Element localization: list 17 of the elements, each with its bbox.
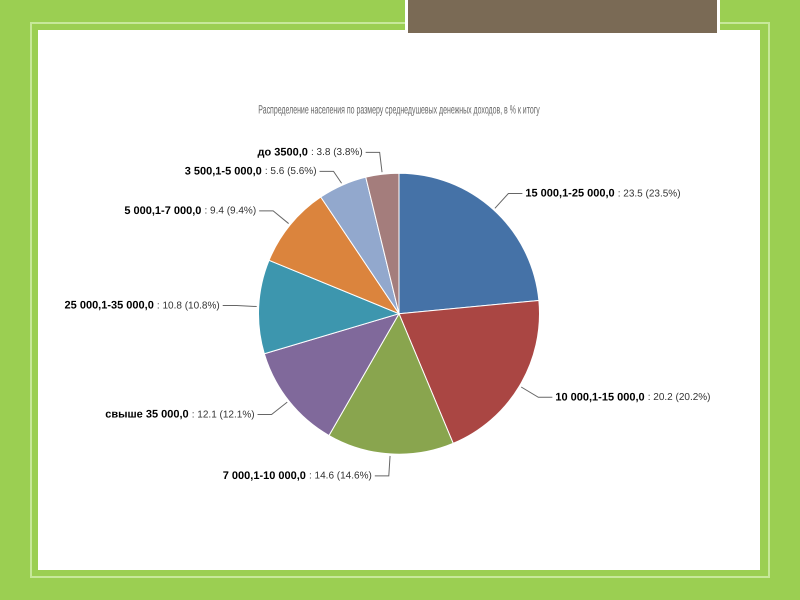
- slice-label: 3 500,1-5 000,0: [184, 165, 265, 178]
- data-label: : 3.8 (3.8%): [310, 147, 363, 158]
- slice-label: 5 000,1-7 000,0: [124, 204, 204, 217]
- slice-label: 10 000,1-15 000,0: [555, 391, 648, 404]
- chart-title: Распределение населения по размеру среднедушевых денежных доходов, в % к итогу: [258, 104, 540, 118]
- slice-label: 7 000,1-10 000,0: [222, 470, 309, 482]
- slice-label: до 3500,0: [258, 146, 311, 158]
- data-label: : 9.4 (9.4%): [204, 206, 256, 217]
- slice-label: свыше 35 000,0: [105, 408, 192, 421]
- data-label: : 23.5 (23.5%): [618, 188, 681, 200]
- data-label: : 14.6 (14.6%): [308, 470, 372, 482]
- data-label: : 10.8 (10.8%): [156, 300, 220, 312]
- slice-label: 25 000,1-35 000,0: [64, 300, 157, 312]
- data-label: : 20.2 (20.2%): [648, 392, 711, 404]
- slice-label: 15 000,1-25 000,0: [525, 188, 618, 200]
- data-label: : 12.1 (12.1%): [192, 409, 255, 420]
- data-label: : 5.6 (5.6%): [264, 166, 317, 178]
